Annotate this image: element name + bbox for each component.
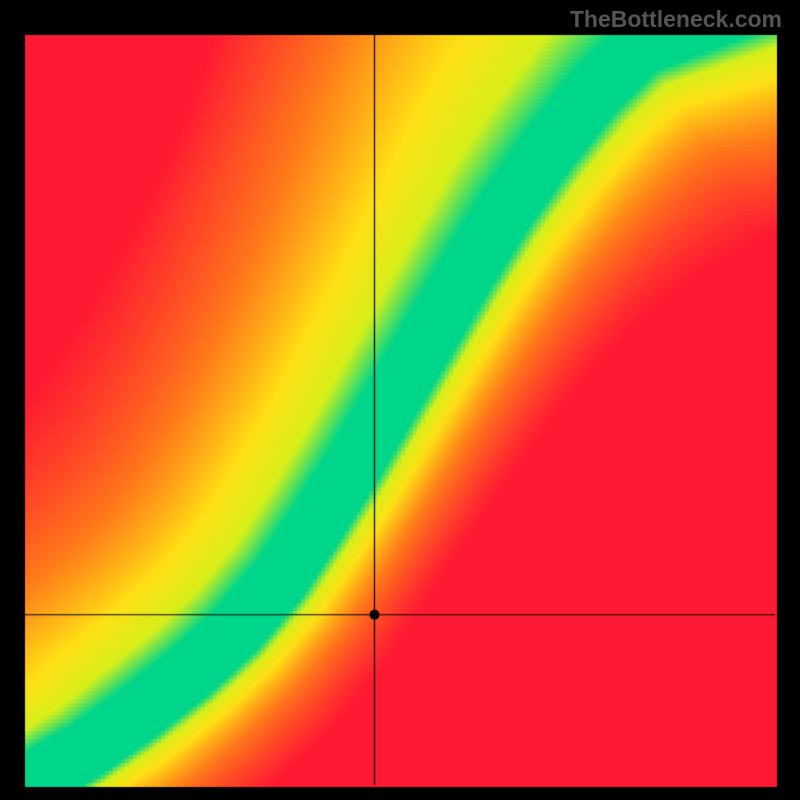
chart-container: TheBottleneck.com (0, 0, 800, 800)
bottleneck-heatmap (0, 0, 800, 800)
watermark-text: TheBottleneck.com (570, 6, 782, 33)
